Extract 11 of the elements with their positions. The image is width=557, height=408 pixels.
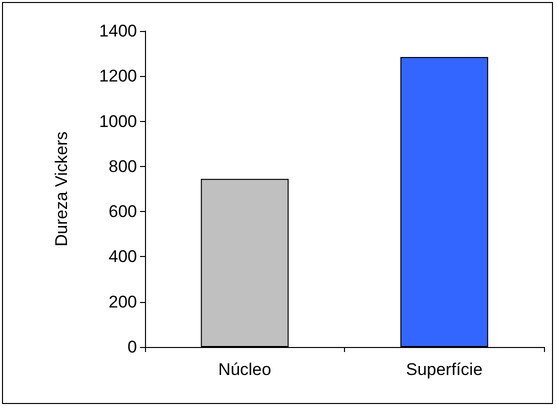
y-tick-label: 600 xyxy=(108,202,137,222)
y-tick-label: 1200 xyxy=(99,66,137,86)
x-tick-label: Superfície xyxy=(406,360,483,379)
y-tick-label: 200 xyxy=(108,292,137,312)
x-tick-label: Núcleo xyxy=(218,360,272,379)
y-tick-label: 800 xyxy=(108,156,137,176)
y-tick-label: 1000 xyxy=(99,112,137,131)
y-tick-label: 1400 xyxy=(99,22,137,40)
y-tick-label: 0 xyxy=(128,338,137,356)
y-tick-label: 400 xyxy=(108,247,137,266)
y-axis-title: Dureza Vickers xyxy=(52,132,71,246)
